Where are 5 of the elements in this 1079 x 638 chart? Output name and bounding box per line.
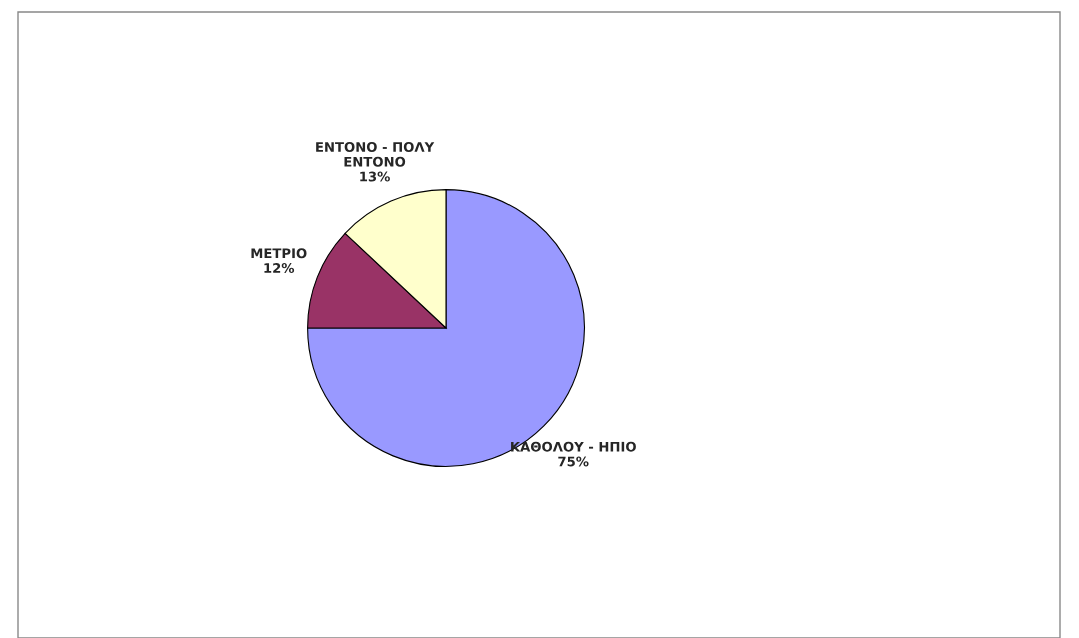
slice-label: ΜΕΤΡΙΟ (251, 248, 307, 259)
data-label: 12% (264, 263, 295, 274)
data-label: 13% (360, 171, 390, 182)
slice-label: ΕΝΤΟΝΟ - ΠΟΛΥ ΕΝΤΟΝΟ (316, 141, 435, 167)
data-label: 75% (558, 456, 589, 467)
